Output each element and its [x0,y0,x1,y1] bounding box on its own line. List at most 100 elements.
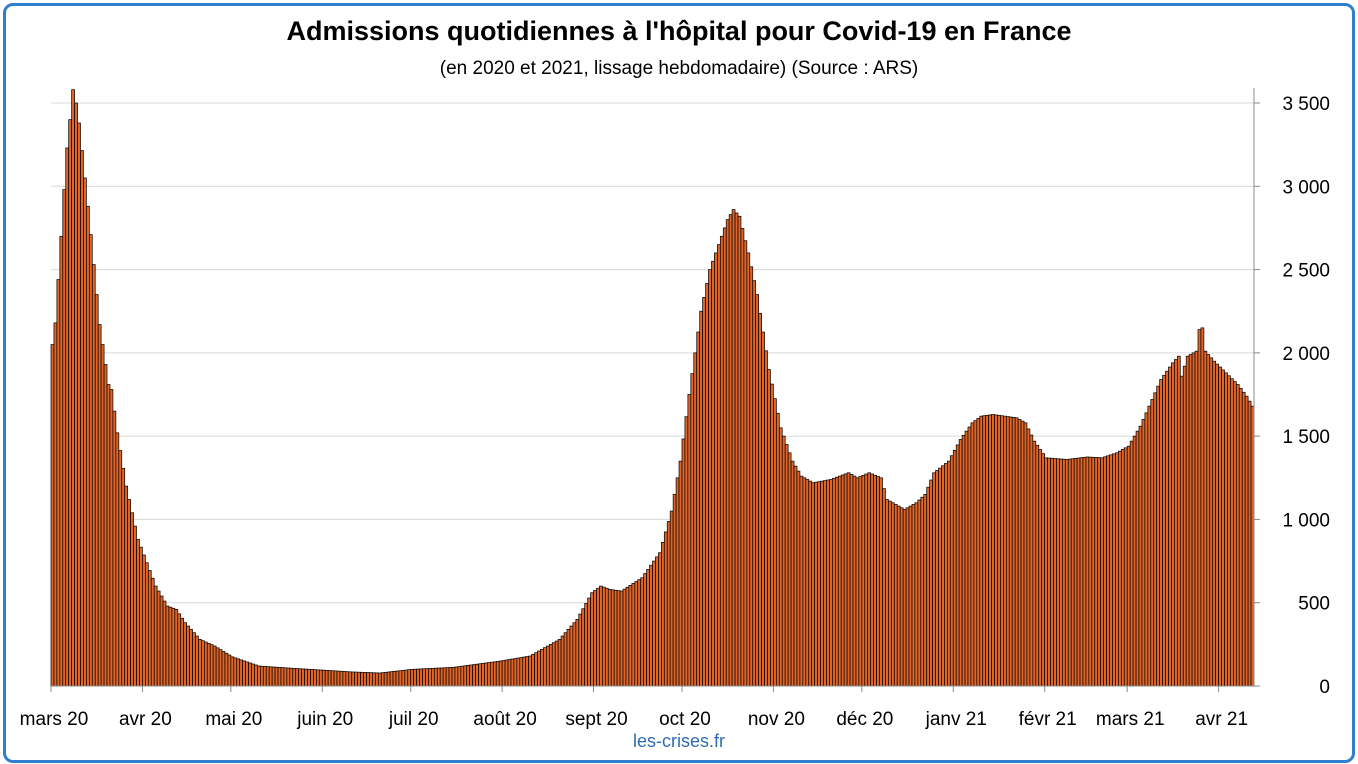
bar [604,587,609,687]
bar [1032,440,1037,687]
bar [457,666,462,687]
bar [696,331,701,687]
bar [1224,372,1228,687]
bar [133,525,137,687]
bar [938,467,942,687]
bar [610,589,615,687]
chart-title: Admissions quotidiennes à l'hôpital pour… [286,16,1072,46]
x-tick-label: mars 20 [20,709,89,730]
bar [1147,405,1152,687]
bar [448,667,453,687]
bar [1144,412,1149,687]
bar [398,670,403,687]
bar [380,672,385,687]
bar [1209,357,1214,687]
bar [599,585,603,687]
bar [439,667,444,687]
bar [215,647,220,687]
bar [563,632,568,687]
bar [183,622,187,687]
bar [469,664,473,687]
bar [805,479,810,687]
bar [236,658,241,687]
bar [584,603,588,687]
bar [1179,375,1184,687]
bar [725,219,730,687]
bar [321,669,326,687]
bar [1200,327,1205,687]
bar [392,670,397,687]
bar [1241,391,1246,687]
x-tick-label: mars 21 [1096,709,1165,730]
bar [1150,399,1155,687]
bar [893,504,898,687]
bar [1112,453,1116,687]
bar [124,485,129,687]
bar [201,640,205,687]
bar [882,488,886,687]
bar [631,583,636,687]
bar [80,150,84,687]
bar [740,228,745,687]
bar [1094,457,1099,687]
bar [817,481,821,687]
bar [419,668,423,687]
bar [834,476,839,687]
bar [855,477,860,687]
bar [652,560,656,687]
bar [864,473,869,687]
bar [876,476,880,687]
bar [159,595,164,687]
bar [1203,350,1208,687]
bar [221,651,226,687]
bar [510,658,515,687]
bar [587,597,591,687]
bar [268,666,273,687]
bar [787,452,792,687]
bar [165,605,170,687]
bar [905,507,910,687]
bar [917,499,922,687]
bar [504,659,509,687]
bar [177,613,182,687]
bar [404,669,409,687]
bar [602,586,606,687]
bar [888,500,892,687]
bar [1141,419,1146,687]
bar [808,480,813,687]
bar [1156,385,1160,687]
bar [837,475,842,687]
bar [1056,458,1060,687]
bar [1218,366,1222,687]
bar [991,414,995,687]
bar [139,546,143,687]
bar [832,477,836,687]
bar [543,647,547,687]
bar [262,666,267,687]
bar [964,430,969,687]
bar [793,465,798,687]
bar [1035,444,1040,687]
bar [227,654,232,687]
bar [357,671,361,687]
bar [649,564,653,687]
bar [454,666,459,687]
bar [687,394,692,687]
bar [823,480,827,687]
bar [180,617,185,687]
bar [581,608,586,687]
bar [1076,457,1081,687]
bar [669,510,674,687]
bar [478,663,482,687]
bar [1000,415,1004,687]
bar [289,667,294,687]
bar [466,665,471,687]
bar [537,650,541,687]
bar [929,479,933,687]
bar [923,494,928,687]
bar [333,670,338,687]
bar [985,414,989,687]
bar [1188,354,1193,687]
bar [203,641,208,687]
bar [277,667,282,687]
